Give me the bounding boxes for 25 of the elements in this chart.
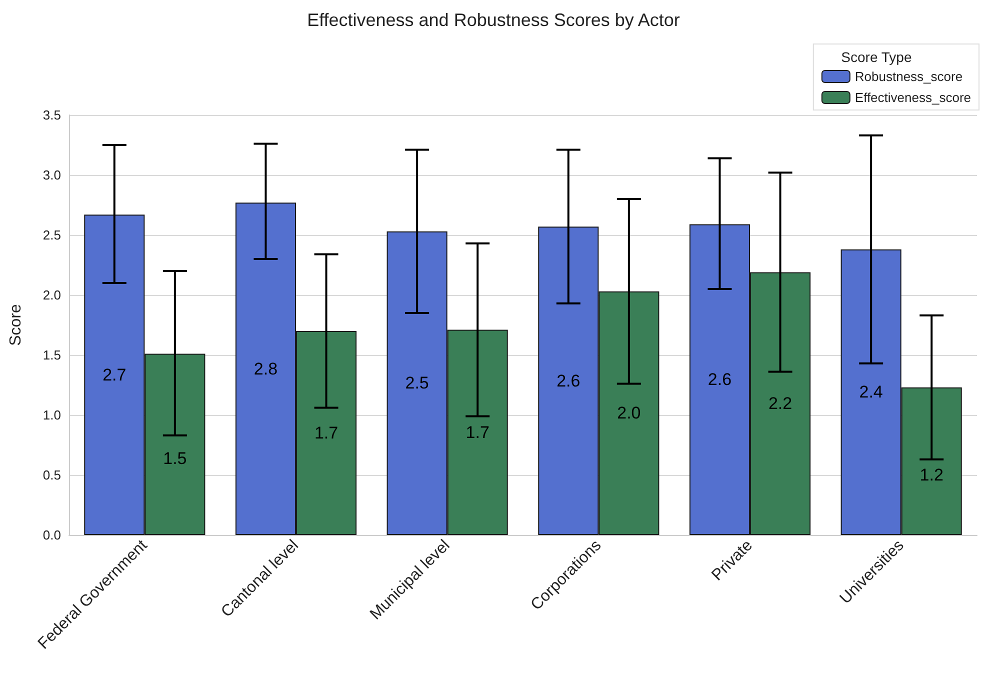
data-label: 1.2 (920, 466, 944, 485)
y-tick-label: 0.5 (42, 468, 61, 482)
y-tick-label: 3.5 (42, 108, 61, 122)
data-label: 2.5 (405, 374, 429, 393)
data-label: 2.7 (102, 365, 126, 384)
data-label: 1.7 (314, 424, 338, 442)
y-tick-label: 2.5 (42, 228, 61, 242)
legend-title: Score Type (841, 49, 912, 65)
legend-label: Robustness_score (854, 69, 963, 84)
data-label: 2.2 (768, 394, 792, 414)
data-label: 2.0 (617, 404, 641, 423)
data-label: 2.6 (556, 371, 580, 390)
legend-label: Effectiveness_score (854, 90, 972, 105)
data-label: 2.4 (859, 382, 883, 402)
y-axis-title: Score (8, 304, 24, 346)
y-tick-label: 3.0 (42, 168, 61, 182)
y-tick-label: 1.5 (42, 348, 61, 362)
data-label: 2.8 (254, 359, 278, 378)
y-tick-label: 0.0 (42, 528, 61, 542)
y-tick-label: 1.0 (42, 408, 61, 422)
data-label: 2.6 (708, 370, 732, 390)
data-label: 1.7 (466, 422, 490, 442)
data-label: 1.5 (163, 448, 187, 468)
y-tick-label: 2.0 (42, 288, 61, 302)
chart-title: Effectiveness and Robustness Scores by Actor (307, 10, 680, 30)
